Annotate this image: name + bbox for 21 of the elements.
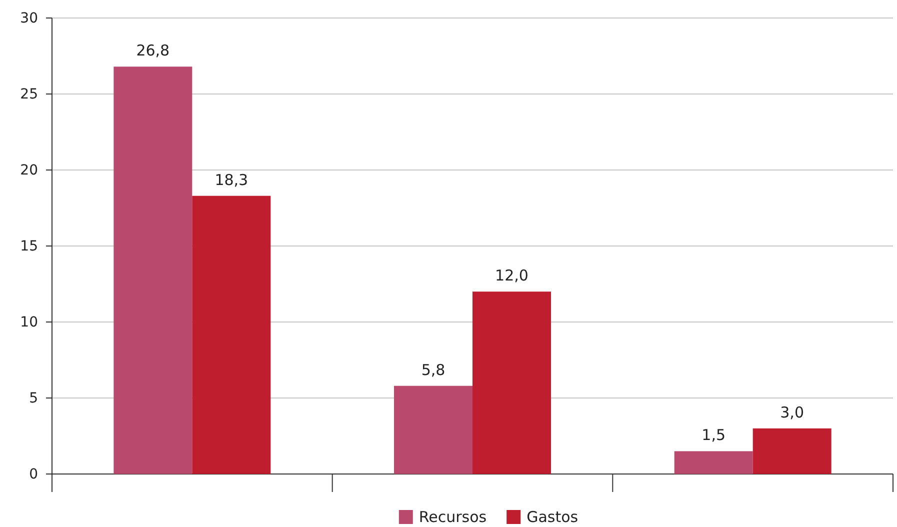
y-tick-label: 25 xyxy=(20,86,38,102)
y-tick-label: 0 xyxy=(29,466,38,482)
bar xyxy=(394,386,472,474)
data-label: 18,3 xyxy=(214,170,248,189)
y-tick-label: 20 xyxy=(20,162,38,178)
bar xyxy=(674,451,753,474)
data-label: 1,5 xyxy=(702,426,726,444)
data-label: 3,0 xyxy=(780,403,804,422)
bar xyxy=(192,196,271,474)
bar xyxy=(752,428,832,474)
y-tick-label: 15 xyxy=(20,238,38,254)
y-tick-label: 10 xyxy=(20,314,38,330)
data-label: 26,8 xyxy=(136,42,170,60)
data-label: 5,8 xyxy=(421,360,446,379)
bar xyxy=(472,292,551,474)
y-tick-label: 30 xyxy=(20,10,38,26)
legend-label: Gastos xyxy=(526,508,578,526)
legend-label: Recursos xyxy=(418,508,487,526)
bar xyxy=(114,66,192,474)
y-tick-label: 5 xyxy=(29,390,38,406)
data-label: 12,0 xyxy=(495,266,528,285)
